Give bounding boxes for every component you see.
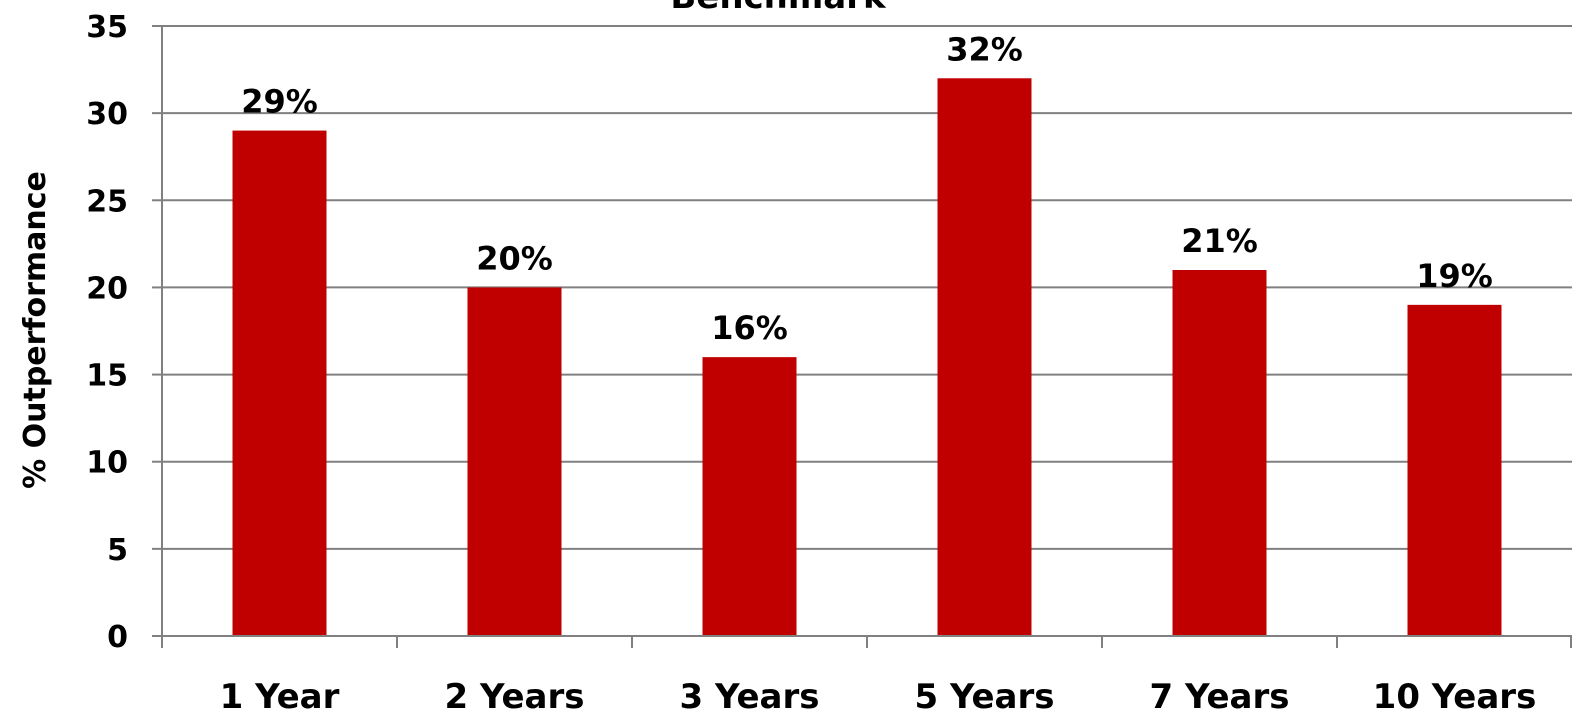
data-labels: 29% 20% 16% 32% 21% 19%: [241, 30, 1493, 347]
chart-title: Benchmark: [670, 0, 887, 17]
y-tick-label: 0: [107, 620, 128, 655]
data-label: 32%: [946, 30, 1023, 68]
data-label: 21%: [1181, 222, 1258, 260]
bar: [1407, 304, 1502, 636]
data-label: 16%: [711, 309, 788, 347]
x-tick-label: 3 Years: [679, 677, 819, 715]
bar: [232, 130, 327, 637]
y-tick-label: 20: [86, 271, 128, 306]
bar: [1172, 270, 1267, 636]
data-label: 19%: [1416, 257, 1493, 295]
x-tick-label: 1 Year: [220, 677, 340, 715]
x-tick-label: 2 Years: [444, 677, 584, 715]
y-tick-label: 30: [86, 97, 128, 132]
y-tick-label: 35: [86, 10, 128, 45]
data-label: 20%: [476, 239, 553, 277]
y-tick-label: 10: [86, 446, 128, 481]
x-tick-labels: 1 Year 2 Years 3 Years 5 Years 7 Years 10 Yea…: [220, 677, 1537, 715]
bars: [232, 78, 1502, 637]
bar: [937, 78, 1032, 637]
y-tick-labels: 0 5 10 15 20 25 30 35: [86, 10, 128, 655]
axes: [161, 26, 1572, 648]
y-tick-label: 5: [107, 533, 128, 568]
bar: [467, 287, 562, 636]
bar: [702, 357, 797, 636]
y-tick-label: 15: [86, 359, 128, 394]
y-tick-label: 25: [86, 184, 128, 219]
gridlines: [152, 25, 1572, 637]
x-tick-label: 10 Years: [1373, 677, 1537, 715]
data-label: 29%: [241, 83, 318, 121]
y-axis-label: % Outperformance: [18, 171, 53, 489]
x-tick-label: 5 Years: [914, 677, 1054, 715]
x-tick-label: 7 Years: [1149, 677, 1289, 715]
